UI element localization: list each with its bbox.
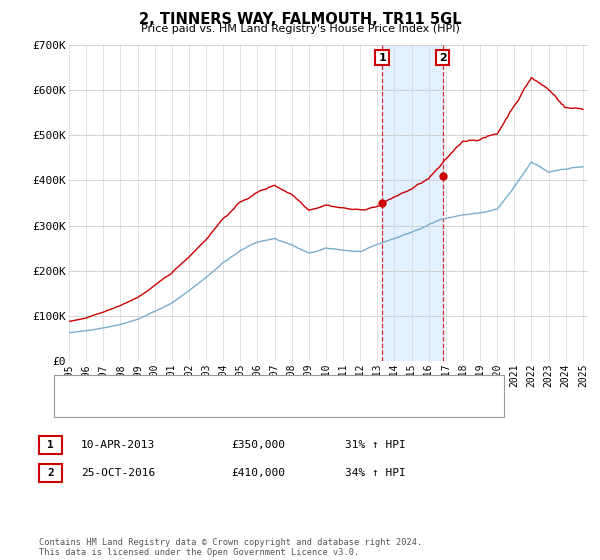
Text: 2: 2 [439, 53, 446, 63]
Text: 31% ↑ HPI: 31% ↑ HPI [345, 440, 406, 450]
Text: 10-APR-2013: 10-APR-2013 [81, 440, 155, 450]
Text: £350,000: £350,000 [231, 440, 285, 450]
Bar [382, 45, 443, 361]
Text: HPI: Average price, detached house, Cornwall: HPI: Average price, detached house, Corn… [105, 400, 369, 410]
Text: Contains HM Land Registry data © Crown copyright and database right 2024.
This d: Contains HM Land Registry data © Crown c… [39, 538, 422, 557]
Text: 34% ↑ HPI: 34% ↑ HPI [345, 468, 406, 478]
Text: 2, TINNERS WAY, FALMOUTH, TR11 5GL: 2, TINNERS WAY, FALMOUTH, TR11 5GL [139, 12, 461, 27]
Text: 1: 1 [378, 53, 386, 63]
Text: 25-OCT-2016: 25-OCT-2016 [81, 468, 155, 478]
Text: 2: 2 [47, 468, 54, 478]
Text: 2, TINNERS WAY, FALMOUTH, TR11 5GL (detached house): 2, TINNERS WAY, FALMOUTH, TR11 5GL (deta… [105, 382, 411, 392]
Text: Price paid vs. HM Land Registry's House Price Index (HPI): Price paid vs. HM Land Registry's House … [140, 24, 460, 34]
Text: 1: 1 [47, 440, 54, 450]
Text: £410,000: £410,000 [231, 468, 285, 478]
